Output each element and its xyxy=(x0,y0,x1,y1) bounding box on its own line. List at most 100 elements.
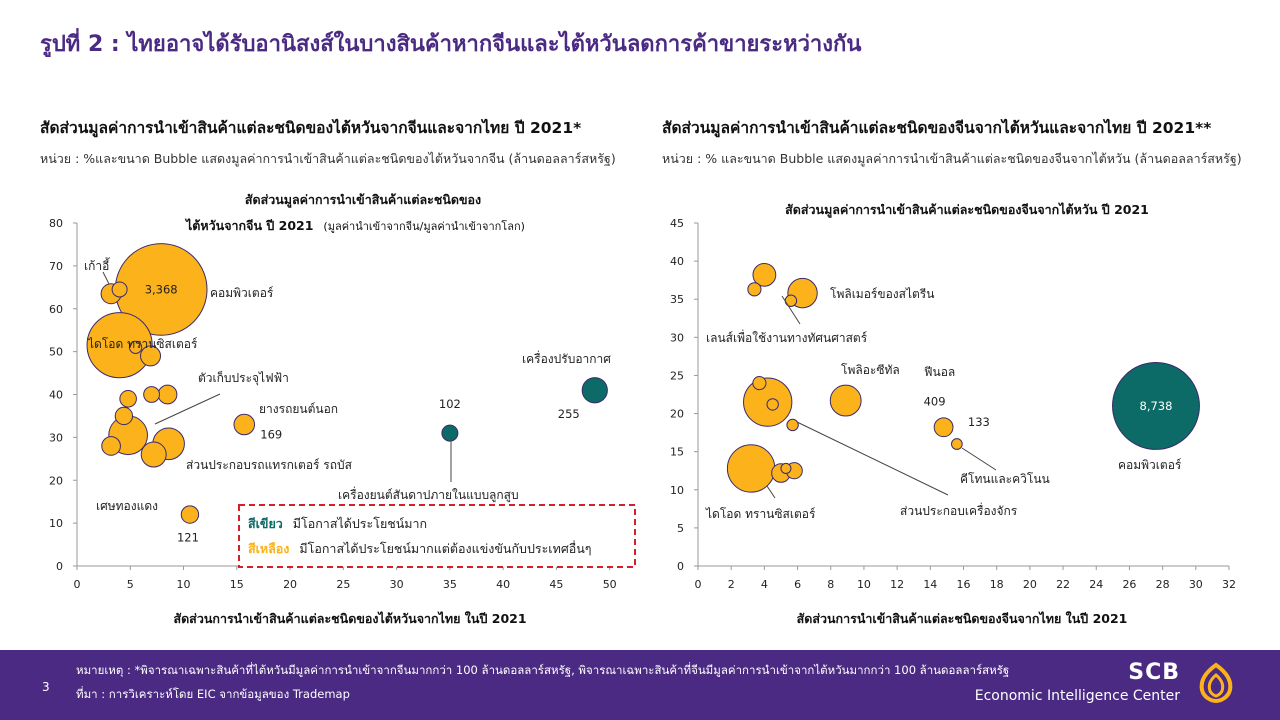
left-panel-unit: หน่วย : %และขนาด Bubble แสดงมูลค่าการนำเ… xyxy=(40,151,616,166)
right-y-tick-label: 25 xyxy=(670,369,684,382)
right-y-tick-label: 5 xyxy=(677,522,684,535)
right-x-tick-label: 24 xyxy=(1089,578,1103,591)
left-points: 3,368 169 121 102 255 xyxy=(86,243,608,545)
legend-box xyxy=(238,504,636,568)
right-bubble xyxy=(933,417,954,438)
right-y-tick-label: 10 xyxy=(670,484,684,497)
left-bubble xyxy=(114,406,134,426)
right-y-tick-label: 30 xyxy=(670,331,684,344)
left-x-tick-label: 0 xyxy=(74,578,81,591)
annotation-tractor-parts: ส่วนประกอบรถแทรกเตอร์ รถบัส xyxy=(186,458,353,472)
left-bubble xyxy=(140,441,167,468)
right-y-tick-label: 15 xyxy=(670,446,684,459)
right-bubble xyxy=(766,398,779,411)
footer-source: ที่มา : การวิเคราะห์โดย EIC จากข้อมูลของ… xyxy=(76,687,350,701)
annotation-optical-lens: เลนส์เพื่อใช้งานทางทัศนศาสตร์ xyxy=(706,329,868,345)
right-x-tick-label: 30 xyxy=(1189,578,1203,591)
right-value-label: 133 xyxy=(968,415,990,429)
left-x-tick-label: 10 xyxy=(177,578,191,591)
leader-line xyxy=(796,421,949,496)
left-bubble xyxy=(140,345,162,367)
left-x-tick-label: 20 xyxy=(283,578,297,591)
left-bubble xyxy=(233,413,256,436)
left-bubble xyxy=(101,436,121,456)
right-x-tick-label: 4 xyxy=(761,578,768,591)
right-bubble xyxy=(786,418,799,432)
annotation-ketone: คีโทนและควิโนน xyxy=(960,472,1050,486)
footer-note: หมายเหตุ : *พิจารณาเฉพาะสินค้าที่ไต้หวัน… xyxy=(76,663,1010,677)
left-panel-title: สัดส่วนมูลค่าการนำเข้าสินค้าแต่ละชนิดของ… xyxy=(40,119,582,137)
annotation-copper-scrap: เศษทองแดง xyxy=(96,499,158,513)
right-points: 8,738 409 133 xyxy=(726,262,1200,493)
right-y-tick-label: 0 xyxy=(677,560,684,573)
right-x-tick-label: 14 xyxy=(923,578,937,591)
legend-yellow-text: มีโอกาสได้ประโยชน์มากแต่ต้องแข่งขันกับปร… xyxy=(299,540,591,556)
left-axes: 0 5 10 15 20 25 30 35 40 45 50 0 10 20 30 40 50 60 70 80 xyxy=(49,217,631,591)
right-bubble xyxy=(752,262,777,287)
left-x-tick-label: 45 xyxy=(549,578,563,591)
legend-green: สีเขียว มีโอกาสได้ประโยชน์มาก xyxy=(248,516,427,531)
left-bubble xyxy=(111,281,128,298)
annotation-air-conditioner: เครื่องปรับอากาศ xyxy=(522,350,611,366)
left-x-tick-label: 40 xyxy=(496,578,510,591)
leader-line xyxy=(781,295,801,325)
left-value-label: 255 xyxy=(558,407,580,421)
annotation-diode-right: ไดโอด ทรานซิสเตอร์ xyxy=(705,507,816,521)
right-y-tick-label: 45 xyxy=(670,217,684,230)
left-value-label: 3,368 xyxy=(145,282,178,296)
right-x-tick-label: 18 xyxy=(990,578,1004,591)
annotation-chair: เก้าอี้ xyxy=(84,257,110,273)
left-y-tick-label: 40 xyxy=(49,389,63,402)
leader-line xyxy=(102,271,110,285)
left-x-tick-label: 30 xyxy=(390,578,404,591)
left-chart-subtitle-note: (มูลค่านำเข้าจากจีน/มูลค่านำเข้าจากโลก) xyxy=(323,219,525,233)
left-value-label: 102 xyxy=(439,397,461,411)
annotation-phenol: ฟีนอล xyxy=(924,365,955,379)
right-y-tick-label: 20 xyxy=(670,408,684,421)
left-y-tick-label: 10 xyxy=(49,517,63,530)
left-value-label: 169 xyxy=(260,428,282,442)
right-x-axis-label: สัดส่วนการนำเข้าสินค้าแต่ละชนิดของจีนจาก… xyxy=(797,611,1128,626)
legend-green-text: มีโอกาสได้ประโยชน์มาก xyxy=(293,516,427,531)
scb-emblem-icon xyxy=(1199,662,1233,704)
right-x-tick-label: 2 xyxy=(728,578,735,591)
annotation-computer-right: คอมพิวเตอร์ xyxy=(1118,458,1182,472)
right-panel-title: สัดส่วนมูลค่าการนำเข้าสินค้าแต่ละชนิดของ… xyxy=(662,119,1212,137)
right-y-tick-label: 40 xyxy=(670,255,684,268)
legend-yellow-label: สีเหลือง xyxy=(248,541,290,556)
right-panel-unit: หน่วย : % และขนาด Bubble แสดงมูลค่าการนำ… xyxy=(662,151,1242,166)
left-x-tick-label: 50 xyxy=(603,578,617,591)
left-annotations: เก้าอี้ คอมพิวเตอร์ ไดโอด ทรานซิสเตอร์ ต… xyxy=(84,257,611,513)
right-x-tick-label: 0 xyxy=(695,578,702,591)
right-bubble xyxy=(726,444,776,493)
left-y-tick-label: 70 xyxy=(49,260,63,273)
annotation-tire: ยางรถยนต์นอก xyxy=(259,402,338,416)
brand-logo-text: SCB xyxy=(1128,660,1180,685)
left-bubble xyxy=(86,312,153,379)
annotation-capacitor: ตัวเก็บประจุไฟฟ้า xyxy=(198,370,289,386)
left-chart-subtitle-main: ไต้หวันจากจีน ปี 2021 xyxy=(184,218,313,233)
right-axes: 0 2 4 6 8 10 12 14 16 18 20 22 24 26 28 30 3205101520253… xyxy=(670,217,1236,591)
right-x-tick-label: 26 xyxy=(1122,578,1136,591)
right-value-label: 409 xyxy=(924,394,946,408)
right-bubble xyxy=(829,384,862,417)
right-bubble xyxy=(743,377,793,427)
right-bubble xyxy=(1112,361,1200,450)
right-x-tick-label: 28 xyxy=(1156,578,1170,591)
annotation-computer: คอมพิวเตอร์ xyxy=(210,286,274,300)
left-bubble xyxy=(581,377,608,404)
left-bubble xyxy=(157,384,178,405)
left-x-tick-label: 35 xyxy=(443,578,457,591)
brand-subtitle: Economic Intelligence Center xyxy=(974,688,1180,704)
left-chart-subtitle: ไต้หวันจากจีน ปี 2021 (มูลค่านำเข้าจากจี… xyxy=(184,218,525,233)
left-chart-title: สัดส่วนมูลค่าการนำเข้าสินค้าแต่ละชนิดของ xyxy=(245,192,481,208)
legend-yellow: สีเหลือง มีโอกาสได้ประโยชน์มากแต่ต้องแข่… xyxy=(248,540,592,556)
page-title: รูปที่ 2 : ไทยอาจได้รับอานิสงส์ในบางสินค… xyxy=(40,32,862,57)
left-y-tick-label: 80 xyxy=(49,217,63,230)
right-x-tick-label: 22 xyxy=(1056,578,1070,591)
left-x-tick-label: 5 xyxy=(127,578,134,591)
right-x-tick-label: 6 xyxy=(794,578,801,591)
right-annotations: โพลิเมอร์ของสไตรีน เลนส์เพื่อใช้งานทางทั… xyxy=(705,287,1182,521)
right-y-tick-label: 35 xyxy=(670,293,684,306)
left-x-tick-label: 25 xyxy=(336,578,350,591)
